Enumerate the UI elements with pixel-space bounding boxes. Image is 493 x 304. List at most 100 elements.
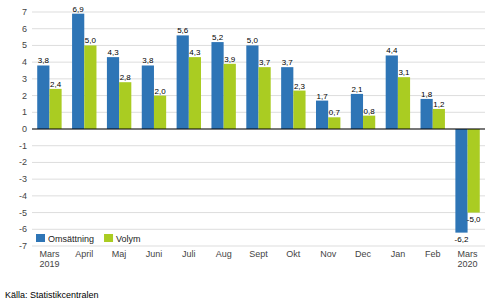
- grid: [32, 12, 485, 246]
- x-tick-label: Maj: [112, 249, 127, 259]
- y-tick-label: -7: [19, 241, 27, 251]
- data-label: 3,9: [224, 55, 236, 64]
- y-tick-label: -2: [19, 157, 27, 167]
- x-tick-line: Aug: [216, 249, 232, 259]
- data-label: 5,0: [247, 36, 259, 45]
- data-label: 5,6: [177, 26, 189, 35]
- bar: [351, 94, 363, 129]
- bar: [119, 82, 131, 129]
- grid-line: [32, 28, 485, 29]
- grid-line: [32, 145, 485, 146]
- data-label: 2,1: [351, 85, 363, 94]
- legend: Omsättning Volym: [36, 234, 141, 244]
- bar: [259, 67, 271, 129]
- data-label: 3,8: [38, 56, 50, 65]
- y-tick-label: 3: [22, 74, 27, 84]
- bar: [72, 14, 84, 129]
- bar: [433, 109, 445, 129]
- grid-line: [32, 129, 485, 130]
- grid-line: [32, 246, 485, 247]
- legend-item: Omsättning: [36, 234, 94, 244]
- data-label: 1,2: [433, 100, 445, 109]
- bar: [386, 55, 398, 129]
- legend-swatch: [36, 234, 45, 242]
- zero-line: [32, 129, 485, 130]
- grid-line: [32, 162, 485, 163]
- y-tick-label: 6: [22, 24, 27, 34]
- y-tick-label: 1: [22, 107, 27, 117]
- x-tick-label: Sept: [249, 249, 268, 259]
- x-tick-label: Okt: [286, 249, 301, 259]
- bars: [37, 14, 480, 233]
- x-tick-line: 2020: [458, 259, 478, 269]
- grid-line: [32, 179, 485, 180]
- data-label: 3,7: [259, 58, 271, 67]
- x-tick-label: April: [75, 249, 93, 259]
- y-tick-label: 0: [22, 124, 27, 134]
- bar: [293, 91, 305, 129]
- data-label: -6,2: [455, 235, 469, 244]
- x-tick-line: Juni: [146, 249, 163, 259]
- data-label: 0,8: [364, 107, 376, 116]
- bar: [316, 101, 328, 129]
- x-tick-label: Juli: [182, 249, 196, 259]
- x-tick-line: April: [75, 249, 93, 259]
- x-tick-label: Nov: [320, 249, 337, 259]
- y-tick-label: -6: [19, 224, 27, 234]
- data-label: 3,1: [398, 68, 410, 77]
- bar: [84, 45, 96, 129]
- bar: [363, 116, 375, 129]
- data-label: 5,0: [85, 36, 97, 45]
- x-tick-line: Maj: [112, 249, 127, 259]
- data-label: 5,2: [212, 33, 224, 42]
- x-tick-line: Juli: [182, 249, 196, 259]
- y-tick-label: 4: [22, 57, 27, 67]
- bar: [211, 42, 223, 129]
- y-tick-label: 5: [22, 40, 27, 50]
- bar: [107, 57, 119, 129]
- data-label: 2,3: [294, 82, 306, 91]
- x-tick-label: Jan: [391, 249, 406, 259]
- x-tick-line: Sept: [249, 249, 268, 259]
- grid-line: [32, 229, 485, 230]
- x-tick-label: Juni: [146, 249, 163, 259]
- bar: [154, 96, 166, 129]
- x-tick-line: Dec: [355, 249, 372, 259]
- data-label: 3,8: [142, 56, 154, 65]
- bar: [49, 89, 61, 129]
- bar: [189, 57, 201, 129]
- data-label: 2,8: [120, 73, 132, 82]
- x-tick-label: Mars2019: [39, 249, 60, 269]
- bar: [281, 67, 293, 129]
- bar: [468, 129, 480, 213]
- x-tick-line: Okt: [286, 249, 301, 259]
- chart: -7-6-5-4-3-2-1012345673,86,94,33,85,65,2…: [0, 0, 493, 304]
- x-tick-line: Mars: [458, 249, 478, 259]
- bar: [177, 35, 189, 129]
- bar: [421, 99, 433, 129]
- grid-line: [32, 195, 485, 196]
- y-tick-label: -4: [19, 191, 27, 201]
- data-labels: 3,86,94,33,85,65,25,03,71,72,14,41,8-6,2…: [38, 5, 481, 244]
- x-tick-line: Jan: [391, 249, 406, 259]
- grid-line: [32, 212, 485, 213]
- bar: [455, 129, 467, 233]
- legend-item: Volym: [104, 234, 141, 244]
- y-tick-label: 2: [22, 91, 27, 101]
- data-label: 4,3: [107, 48, 119, 57]
- bar: [142, 65, 154, 129]
- x-tick-line: Feb: [425, 249, 441, 259]
- bar: [398, 77, 410, 129]
- data-label: 2,4: [50, 80, 62, 89]
- data-label: 2,0: [154, 87, 166, 96]
- data-label: 1,7: [317, 92, 329, 101]
- legend-swatch: [104, 234, 113, 242]
- bar: [246, 45, 258, 129]
- y-tick-label: -5: [19, 208, 27, 218]
- y-tick-label: -1: [19, 141, 27, 151]
- data-label: 4,4: [386, 46, 398, 55]
- data-label: 1,8: [421, 90, 433, 99]
- x-tick-line: Nov: [320, 249, 337, 259]
- x-tick-label: Aug: [216, 249, 232, 259]
- data-label: -5,0: [467, 215, 481, 224]
